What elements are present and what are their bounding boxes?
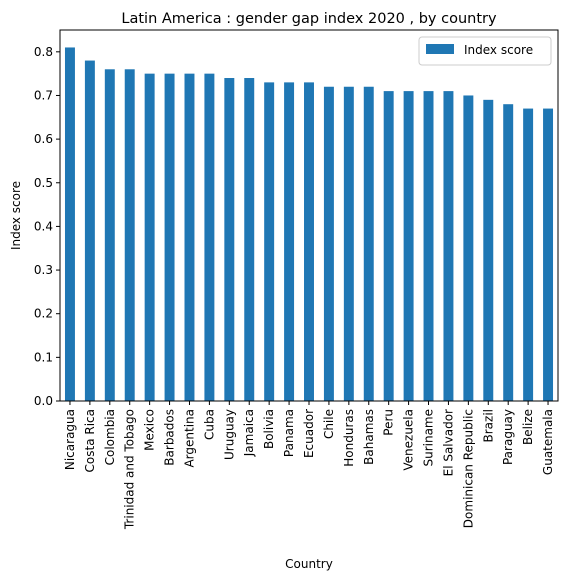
- bar-costa-rica: [84, 60, 95, 401]
- x-tick-label: Nicaragua: [63, 409, 77, 470]
- x-tick-label: Guatemala: [541, 409, 555, 475]
- bar-el-salvador: [443, 91, 454, 401]
- y-tick-label: 0.2: [34, 307, 53, 321]
- x-tick-label: Panama: [282, 409, 296, 457]
- x-tick-label: El Salvador: [441, 409, 455, 476]
- x-tick-label: Bahamas: [362, 409, 376, 465]
- legend-swatch: [426, 44, 454, 54]
- x-axis-title: Country: [285, 557, 333, 571]
- x-tick-label: Jamaica: [242, 409, 256, 457]
- x-tick-label: Dominican Republic: [461, 409, 475, 528]
- bar-guatemala: [543, 108, 554, 402]
- bar-dominican-republic: [463, 95, 474, 402]
- x-tick-label: Venezuela: [402, 409, 416, 471]
- y-tick-label: 0.0: [34, 394, 53, 408]
- x-tick-label: Chile: [322, 409, 336, 439]
- bar-venezuela: [403, 91, 414, 401]
- legend: Index score: [418, 36, 552, 66]
- y-tick-label: 0.4: [34, 219, 53, 233]
- bar-trinidad-and-tobago: [124, 69, 135, 402]
- plot-frame: [59, 29, 559, 402]
- bar-mexico: [144, 73, 155, 401]
- bar-colombia: [104, 69, 115, 402]
- y-tick-label: 0.6: [34, 132, 53, 146]
- x-tick-label: Colombia: [103, 409, 117, 465]
- bar-chile: [323, 86, 334, 401]
- x-tick-label: Peru: [382, 409, 396, 436]
- bar-peru: [383, 91, 394, 401]
- bar-suriname: [423, 91, 434, 401]
- x-tick-label: Argentina: [182, 409, 196, 468]
- bar-barbados: [164, 73, 175, 401]
- chart-title: Latin America : gender gap index 2020 , …: [121, 11, 497, 27]
- x-tick-label: Brazil: [481, 409, 495, 443]
- y-tick-label: 0.1: [34, 350, 53, 364]
- x-tick-label: Barbados: [163, 409, 177, 466]
- bar-uruguay: [224, 78, 235, 401]
- y-axis: 0.0 0.1 0.2 0.3 0.4 0.5 0.6 0.7 0.8: [34, 45, 60, 408]
- x-tick-label: Bolivia: [262, 409, 276, 449]
- bar-brazil: [483, 99, 494, 401]
- x-axis: Nicaragua Costa Rica Colombia Trinidad and …: [63, 401, 555, 530]
- y-tick-label: 0.8: [34, 45, 53, 59]
- y-tick-label: 0.7: [34, 88, 53, 102]
- x-tick-label: Ecuador: [302, 409, 316, 458]
- x-tick-label: Mexico: [143, 409, 157, 451]
- bar-argentina: [184, 73, 195, 401]
- bar-bahamas: [363, 86, 374, 401]
- bar-nicaragua: [64, 47, 75, 401]
- bar-paraguay: [503, 104, 514, 401]
- x-tick-label: Costa Rica: [83, 409, 97, 472]
- y-tick-label: 0.5: [34, 176, 53, 190]
- x-tick-label: Honduras: [342, 409, 356, 467]
- x-tick-label: Cuba: [202, 409, 216, 440]
- bar-cuba: [204, 73, 215, 401]
- x-tick-label: Trinidad and Tobago: [123, 409, 137, 530]
- x-tick-label: Belize: [521, 409, 535, 445]
- x-tick-label: Uruguay: [222, 409, 236, 460]
- y-axis-title: Index score: [9, 181, 23, 250]
- x-tick-label: Paraguay: [501, 409, 515, 465]
- legend-label: Index score: [464, 43, 533, 57]
- bars-group: [64, 47, 554, 402]
- y-tick-label: 0.3: [34, 263, 53, 277]
- bar-panama: [284, 82, 295, 402]
- bar-belize: [523, 108, 534, 402]
- bar-honduras: [343, 86, 354, 401]
- bar-ecuador: [304, 82, 314, 402]
- bar-bolivia: [264, 82, 275, 402]
- bar-jamaica: [244, 78, 255, 401]
- x-tick-label: Suriname: [422, 409, 436, 467]
